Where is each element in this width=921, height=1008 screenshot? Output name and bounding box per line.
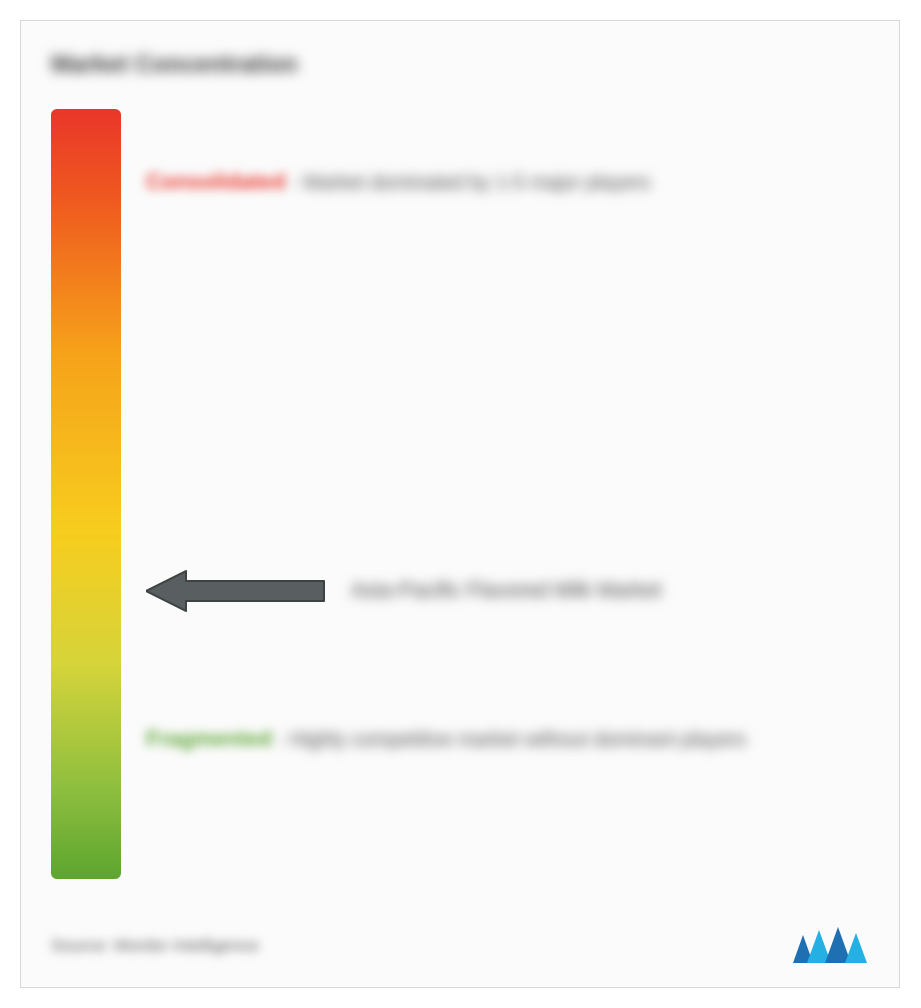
concentration-gradient-bar [51, 109, 121, 879]
market-name-label: Asia-Pacific Flavored Milk Market [351, 579, 849, 603]
market-marker: Asia-Pacific Flavored Milk Market [146, 569, 849, 613]
card-title: Market Concentration [51, 51, 869, 79]
consolidated-annotation: Consolidated - Market dominated by 1-5 m… [146, 169, 849, 195]
fragmented-description: - Highly competitive market without domi… [278, 722, 746, 758]
fragmented-label: Fragmented [146, 719, 272, 759]
brand-logo [791, 927, 869, 965]
annotations-column: Consolidated - Market dominated by 1-5 m… [146, 109, 869, 889]
market-concentration-card: Market Concentration Consolidated - Mark… [20, 20, 900, 988]
source-attribution: Source: Mordor Intelligence [51, 936, 259, 956]
consolidated-description: - Market dominated by 1-5 major players [291, 172, 650, 195]
content-area: Consolidated - Market dominated by 1-5 m… [51, 109, 869, 889]
fragmented-annotation: Fragmented - Highly competitive market w… [146, 719, 849, 759]
card-footer: Source: Mordor Intelligence [51, 927, 869, 965]
consolidated-label: Consolidated [146, 169, 285, 195]
arrow-left-icon [146, 569, 326, 613]
